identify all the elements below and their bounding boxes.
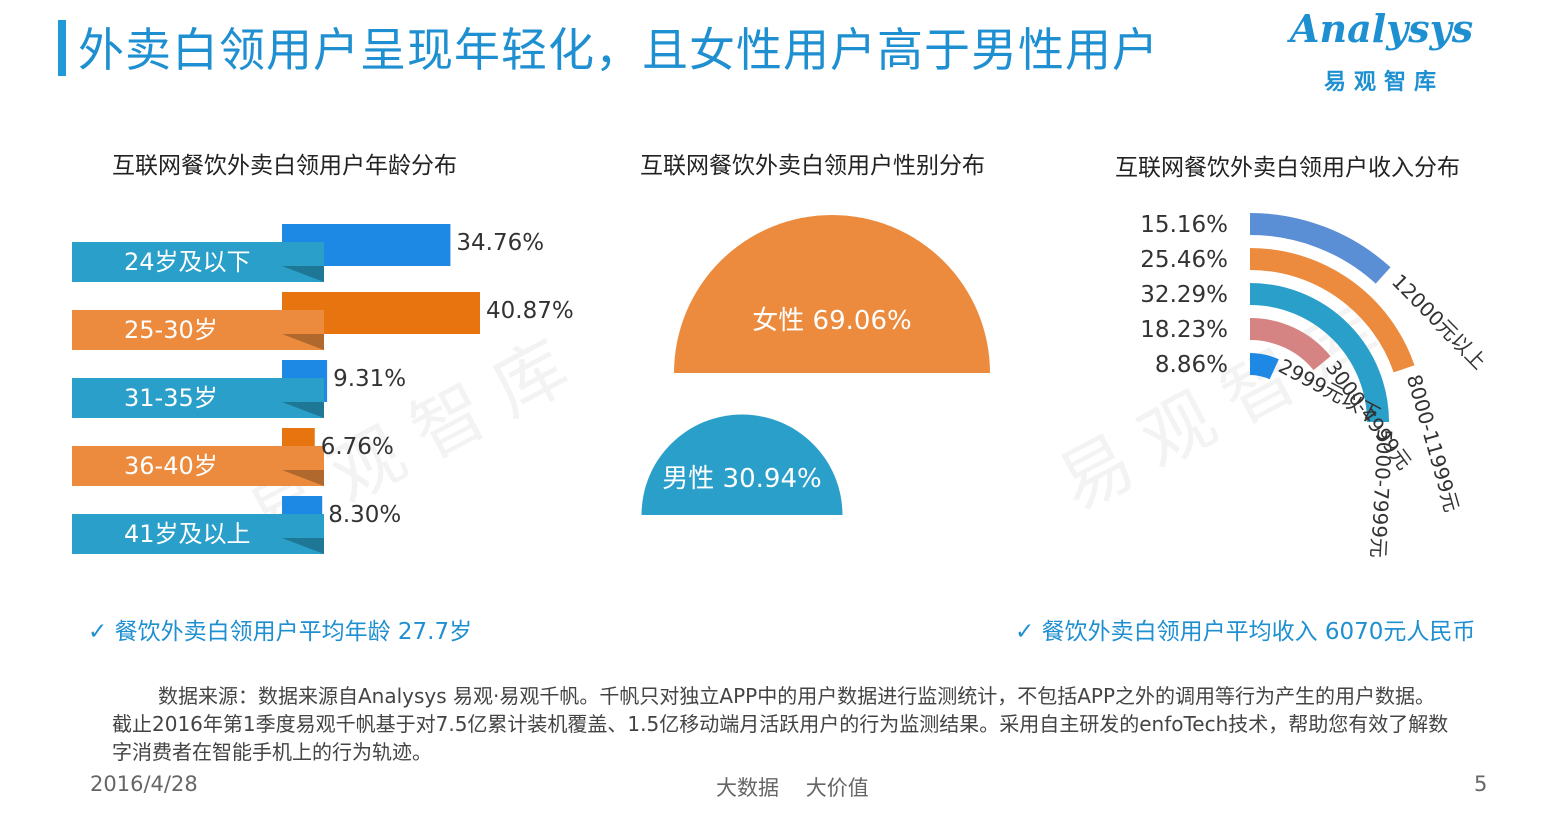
age-bar-3-label: 31-35岁 — [124, 384, 218, 412]
gender-slice-female — [674, 215, 990, 373]
age-bar-4-value: 6.76% — [321, 434, 394, 460]
income-chart-title: 互联网餐饮外卖白领用户收入分布 — [1115, 155, 1460, 181]
page-title: 外卖白领用户呈现年轻化，且女性用户高于男性用户 — [78, 23, 1159, 77]
age-bar-4-ribbon — [72, 446, 324, 486]
data-source-text: 数据来源：数据来源自Analysys 易观·易观千帆。千帆只对独立APP中的用户… — [112, 684, 1449, 764]
age-bar-1-ribbon — [72, 242, 324, 282]
age-bar-5-fold — [282, 538, 324, 554]
age-bar-2-ribbon — [72, 310, 324, 350]
note-average-age: ✓ 餐饮外卖白领用户平均年龄 27.7岁 — [88, 619, 473, 645]
footer-slogan: 大数据 大价值 — [716, 776, 869, 800]
footer-date: 2016/4/28 — [90, 772, 198, 796]
note-average-income: ✓ 餐饮外卖白领用户平均收入 6070元人民币 — [1015, 619, 1476, 645]
age-bar-1-fold — [282, 266, 324, 282]
income-value-1: 15.16% — [1140, 212, 1228, 238]
income-chart: 15.16%12000元以上25.46%8000-11999元32.29%500… — [1140, 212, 1491, 559]
age-bar-3-fold — [282, 402, 324, 418]
income-category-2: 8000-11999元 — [1402, 372, 1464, 515]
age-chart: 24岁及以下 34.76% 25-30岁 40.87% 31-35岁 9.31% 36-40… — [72, 224, 574, 554]
income-value-5: 8.86% — [1155, 352, 1228, 378]
age-bar-2-value: 40.87% — [486, 298, 574, 324]
income-bar-1 — [1249, 213, 1391, 284]
gender-chart-title: 互联网餐饮外卖白领用户性别分布 — [640, 153, 985, 179]
age-bar-1-value: 34.76% — [456, 230, 544, 256]
income-value-3: 32.29% — [1140, 282, 1228, 308]
gender-label-female: 女性 69.06% — [752, 306, 911, 336]
age-chart-title: 互联网餐饮外卖白领用户年龄分布 — [112, 153, 457, 179]
gender-chart: 女性 69.06% 男性 30.94% — [641, 215, 990, 515]
income-bar-5 — [1249, 353, 1279, 380]
age-bar-2-fold — [282, 334, 324, 350]
gender-label-male: 男性 30.94% — [662, 464, 821, 494]
age-bar-5-label: 41岁及以上 — [124, 520, 251, 548]
age-bar-1-label: 24岁及以下 — [124, 248, 251, 276]
age-bar-4-fold — [282, 470, 324, 486]
age-bar-5-value: 8.30% — [328, 502, 401, 528]
analysys-logo: Analysys 易观智库 — [1290, 6, 1520, 96]
age-bar-5-ribbon — [72, 514, 324, 554]
logo-text-en: Analysys — [1290, 6, 1474, 51]
age-bar-3-value: 9.31% — [333, 366, 406, 392]
age-bar-3-ribbon — [72, 378, 324, 418]
title-accent-bar — [58, 20, 66, 76]
income-value-4: 18.23% — [1140, 317, 1228, 343]
gender-slice-male — [641, 414, 843, 515]
income-value-2: 25.46% — [1140, 247, 1228, 273]
age-bar-4-label: 36-40岁 — [124, 452, 218, 480]
income-bar-4 — [1249, 318, 1331, 371]
footer-page-number: 5 — [1474, 772, 1488, 796]
logo-text-cn: 易观智库 — [1324, 70, 1445, 95]
income-bar-3 — [1249, 283, 1389, 423]
age-bar-2-label: 25-30岁 — [124, 316, 218, 344]
income-bar-2 — [1249, 248, 1415, 373]
